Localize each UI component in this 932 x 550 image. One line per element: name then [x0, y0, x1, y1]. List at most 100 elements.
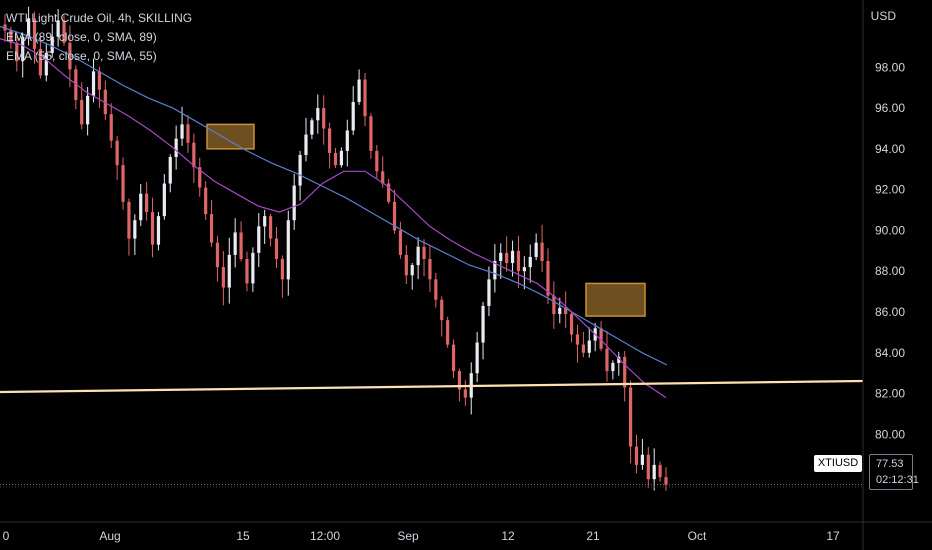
candle-body — [617, 356, 621, 363]
candle-body — [375, 150, 379, 172]
ema-89-line — [0, 25, 668, 366]
candle-body — [422, 246, 426, 259]
x-tick-label: Oct — [688, 529, 707, 543]
candle-body — [15, 42, 19, 62]
candle-body — [68, 42, 72, 70]
candle-body — [316, 108, 320, 121]
candle-body — [304, 134, 308, 155]
candle-body — [428, 258, 432, 280]
candle-body — [646, 454, 650, 480]
support-line-group — [0, 379, 864, 488]
y-tick-label: 92.00 — [875, 183, 905, 197]
candle-body — [451, 344, 456, 372]
candle-body — [263, 216, 267, 227]
candle-body — [233, 232, 237, 255]
candle-body — [127, 201, 131, 239]
candle-body — [505, 252, 509, 264]
ema-lines — [0, 25, 668, 399]
candle-body — [192, 142, 196, 168]
candle-body — [333, 152, 338, 166]
candlestick-series — [3, 6, 668, 491]
supply-zone — [206, 123, 255, 150]
candle-body — [50, 36, 54, 54]
support-trendline — [0, 379, 864, 394]
candle-body — [21, 36, 25, 62]
candle-body — [9, 30, 13, 43]
y-tick-label: 94.00 — [875, 142, 905, 156]
candle-body — [280, 258, 284, 280]
candle-body — [387, 183, 391, 202]
candle-body — [581, 344, 585, 353]
candle-body — [257, 226, 261, 253]
y-tick-label: 82.00 — [875, 387, 905, 401]
candle-body — [162, 183, 166, 217]
candle-body — [339, 150, 344, 166]
y-tick-label: 86.00 — [875, 305, 905, 319]
candle-body — [369, 116, 373, 151]
x-tick-label: 12:00 — [310, 529, 340, 543]
candle-body — [575, 334, 580, 345]
y-tick-label: 90.00 — [875, 223, 905, 237]
candle-body — [227, 254, 231, 288]
candle-body — [569, 314, 574, 335]
candle-body — [410, 265, 414, 276]
candle-body — [528, 256, 532, 268]
candle-body — [215, 242, 220, 268]
candle-body — [103, 89, 107, 115]
candle-body — [522, 267, 526, 272]
candle-body — [198, 167, 202, 188]
candle-body — [392, 201, 397, 231]
candle-body — [345, 130, 349, 151]
last-price-tag: 77.53 02:12:31 — [869, 454, 919, 490]
candle-body — [97, 71, 102, 90]
candle-body — [481, 305, 485, 343]
candle-body — [292, 185, 296, 221]
candle-body — [121, 165, 125, 202]
candle-body — [91, 71, 96, 96]
x-tick-label: Sep — [397, 529, 419, 543]
candle-body — [27, 18, 31, 37]
x-tick-label: 17 — [826, 529, 840, 543]
candle-body — [168, 157, 172, 184]
candle-body — [658, 464, 662, 478]
x-tick-label: 15 — [236, 529, 250, 543]
candle-body — [493, 261, 497, 280]
symbol-title[interactable]: WTI Light Crude Oil, 4h, SKILLING — [6, 11, 193, 25]
candle-body — [540, 242, 544, 261]
candle-body — [404, 254, 408, 276]
time-axis: 0 Aug 15 12:00 Sep 12 21 Oct 17 — [0, 521, 932, 543]
candle-body — [487, 279, 491, 306]
candle-body — [80, 99, 84, 125]
y-tick-label: 80.00 — [875, 427, 905, 441]
candle-body — [150, 212, 155, 245]
candle-body — [298, 154, 302, 186]
candle-body — [440, 299, 444, 321]
candle-body — [156, 216, 161, 245]
ema-89-legend[interactable]: EMA (89, close, 0, SMA, 89) — [6, 30, 157, 44]
currency-label[interactable]: USD — [870, 9, 896, 23]
candle-body — [434, 279, 438, 300]
symbol-tag: XTIUSD — [814, 455, 862, 472]
candle-body — [457, 371, 462, 390]
candle-body — [86, 95, 90, 125]
candle-body — [640, 454, 644, 465]
candle-body — [221, 267, 225, 288]
candle-body — [363, 79, 367, 117]
candle-body — [44, 53, 48, 76]
y-tick-label: 96.00 — [875, 101, 905, 115]
candle-body — [204, 187, 208, 215]
x-tick-label: 12 — [501, 529, 515, 543]
candle-body — [310, 120, 314, 135]
candle-body — [446, 320, 450, 345]
y-tick-label: 84.00 — [875, 346, 905, 360]
candle-body — [552, 295, 556, 315]
ema-55-legend[interactable]: EMA (55, close, 0, SMA, 55) — [6, 49, 157, 63]
candle-body — [268, 216, 273, 239]
y-tick-label: 98.00 — [875, 60, 905, 74]
candle-body — [327, 128, 332, 153]
candle-body — [510, 250, 515, 264]
candle-body — [56, 20, 60, 37]
y-tick-label: 88.00 — [875, 264, 905, 278]
bar-countdown: 02:12:31 — [876, 474, 919, 486]
